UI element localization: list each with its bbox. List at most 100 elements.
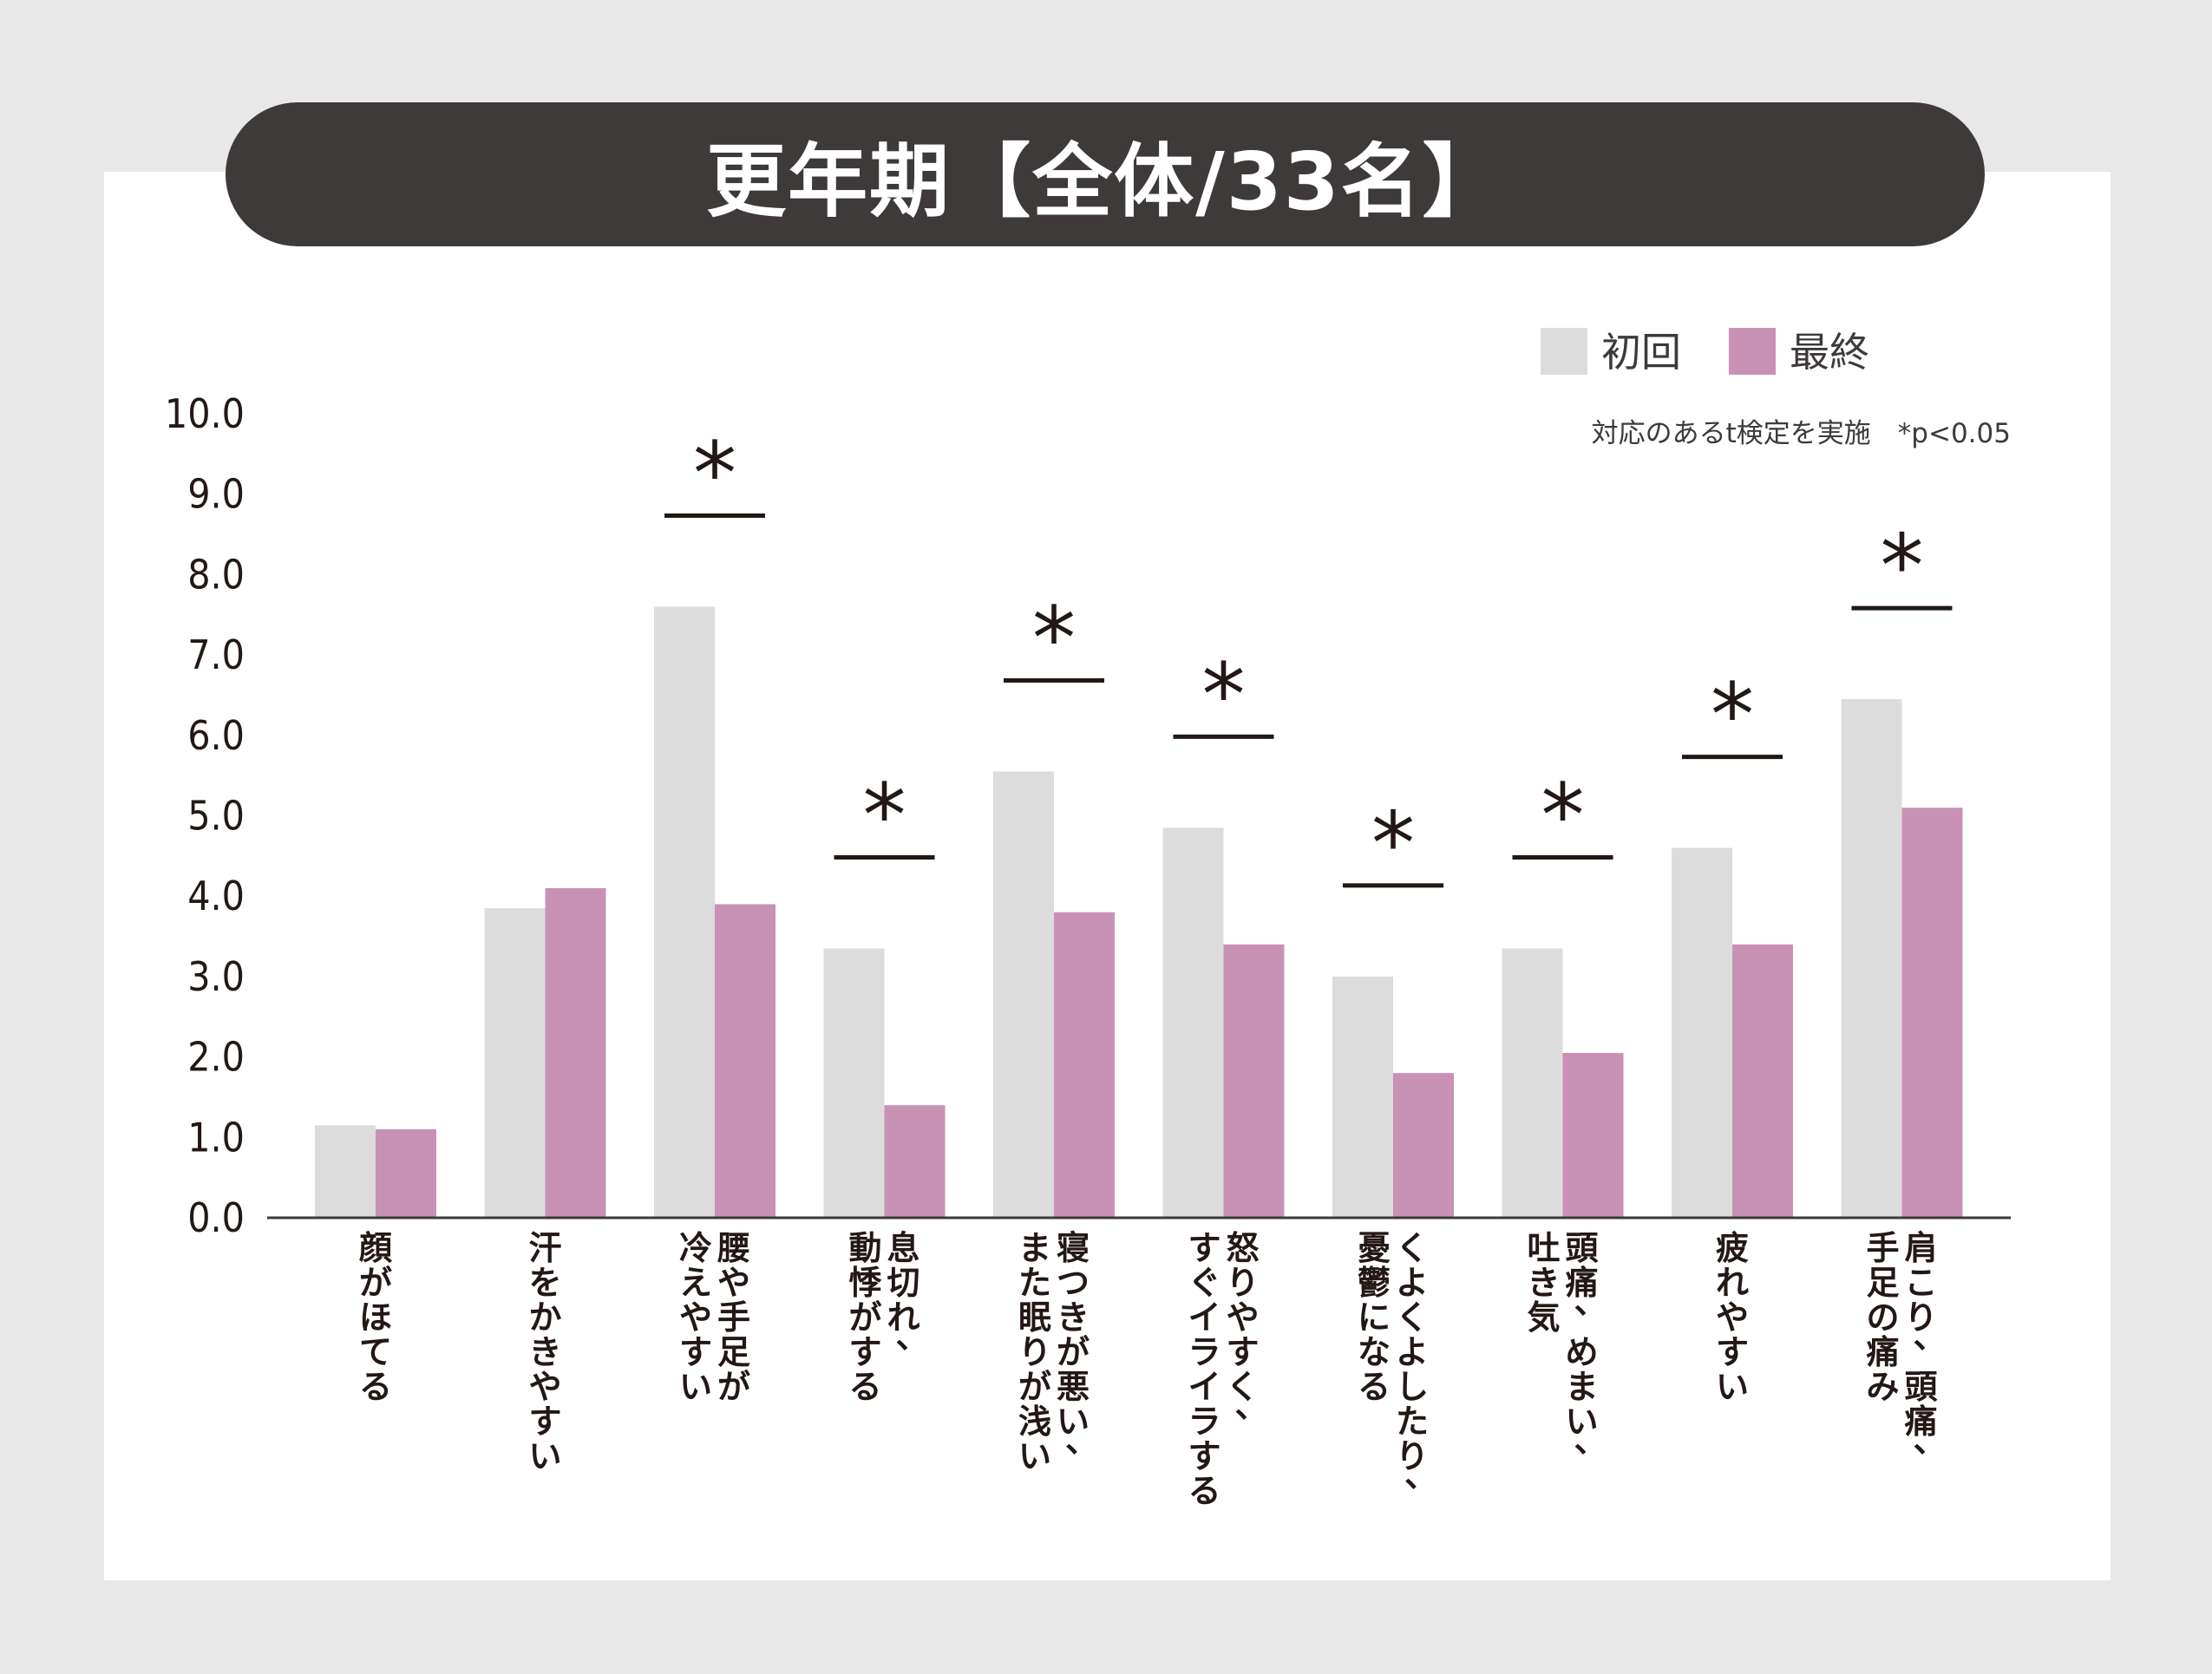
x-category-char: す [848,1333,881,1371]
bar-initial [993,771,1054,1218]
x-category-char: め [1565,1333,1598,1371]
x-category-char: が [359,1264,392,1302]
x-category-char: 顔 [359,1229,392,1267]
bar-final [1732,944,1793,1218]
y-axis: 0.0 1.0 2.0 3.0 4.0 5.0 6.0 7.0 8.0 9.0 10.0 [165,390,245,1241]
x-category-char: 、 [1913,1318,1946,1356]
x-category-char: れ [1716,1264,1749,1302]
x-category-char: 頭 [1904,1368,1938,1406]
bar-initial [823,948,885,1218]
x-category-char: 足 [717,1333,750,1371]
x-category-char: 手 [717,1298,750,1337]
x-category-char: く [1396,1298,1429,1337]
x-category-char: い [679,1368,712,1406]
x-category-char: 憂 [1358,1229,1391,1267]
x-category-char: し [1396,1368,1429,1406]
y-tick-label: 9.0 [187,471,245,518]
y-tick-label: 3.0 [187,953,245,1000]
x-category-char: き [1527,1264,1560,1302]
bar-final [1562,1052,1624,1218]
x-category-char: ま [1565,1368,1598,1406]
significance-asterisk: * [1711,664,1754,766]
bar-initial [1332,976,1393,1218]
x-category-char: ま [1018,1229,1051,1267]
x-category-char: 足 [1866,1264,1899,1302]
x-category-char: 切 [887,1264,919,1302]
x-category-char: こ [1904,1264,1937,1302]
x-category-char: よ [1396,1333,1429,1371]
y-tick-label: 1.0 [187,1114,245,1161]
x-category-char: 痛 [1866,1333,1899,1371]
y-tick-label: 5.0 [187,793,245,840]
x-category-char: 吐 [1527,1229,1560,1267]
bar-final [376,1129,436,1218]
x-category-char: た [1018,1264,1051,1302]
x-category-char: よ [1396,1264,1429,1302]
x-category-char: す [1226,1333,1259,1371]
x-category-char: 鬱 [1358,1264,1391,1302]
x-category-char: す [679,1333,712,1371]
x-category-char: に [1358,1298,1391,1337]
x-category-char: 、 [1574,1422,1607,1460]
x-category-char: 、 [1574,1283,1607,1321]
x-category-char: い [1018,1437,1051,1475]
x-category-char: き [1057,1298,1090,1337]
x-category-char: が [848,1298,881,1337]
chart-card [104,172,2111,1580]
x-category-char: が [1018,1368,1051,1406]
x-category-char: が [1057,1333,1090,1371]
x-category-char: か [528,1298,561,1337]
x-category-char: ラ [1188,1333,1221,1371]
significance-asterisk: * [1541,764,1585,866]
bar-final [1223,944,1285,1218]
x-category-char: み [1866,1368,1899,1406]
y-tick-label: 8.0 [187,551,245,598]
significance-note: 対応のあるt検定を実施 *p<0.05 [1592,418,2011,449]
x-category-char: 頭 [1565,1229,1599,1267]
x-category-char: す [1188,1229,1221,1267]
x-category-char: す [1716,1333,1749,1371]
y-tick-label: 4.0 [187,873,245,919]
x-category-char: す [1188,1437,1221,1475]
bar-final [1901,808,1963,1218]
x-category-char: い [1057,1403,1090,1441]
x-category-char: 疲 [1716,1229,1749,1267]
bars [315,606,1963,1218]
y-tick-label: 6.0 [187,712,245,759]
x-category-char: る [848,1368,881,1406]
x-category-char: 、 [895,1318,928,1356]
y-tick-label: 2.0 [187,1034,245,1081]
x-category-char: 、 [1234,1387,1267,1425]
x-category-char: い [1565,1403,1598,1441]
x-category-char: て [359,1333,392,1371]
bar-initial [484,908,546,1218]
x-category-char: な [1358,1333,1391,1371]
bar-initial [315,1125,376,1218]
x-category-char: ぐ [1188,1264,1221,1302]
x-category-char: り [1904,1298,1937,1337]
significance-asterisk: * [1032,588,1076,690]
x-category-char: き [528,1333,561,1371]
x-category-char: り [1226,1264,1259,1302]
x-category-char: の [1866,1298,1899,1337]
legend-label-initial: 初回 [1601,329,1681,376]
x-category-char: 悸 [848,1264,881,1302]
significance-asterisk: * [1881,515,1924,617]
x-category-char: や [679,1298,712,1337]
x-category-char: 汗 [528,1229,561,1267]
x-category-char: 動 [848,1229,881,1267]
x-category-char: す [528,1403,561,1441]
bar-initial [654,606,715,1218]
x-category-char: や [528,1368,561,1406]
bar-initial [1672,847,1732,1218]
x-category-char: ほ [359,1298,392,1337]
x-category-label: 頭痛、めまい、吐き気 [1527,1229,1607,1460]
bar-final [545,887,606,1218]
